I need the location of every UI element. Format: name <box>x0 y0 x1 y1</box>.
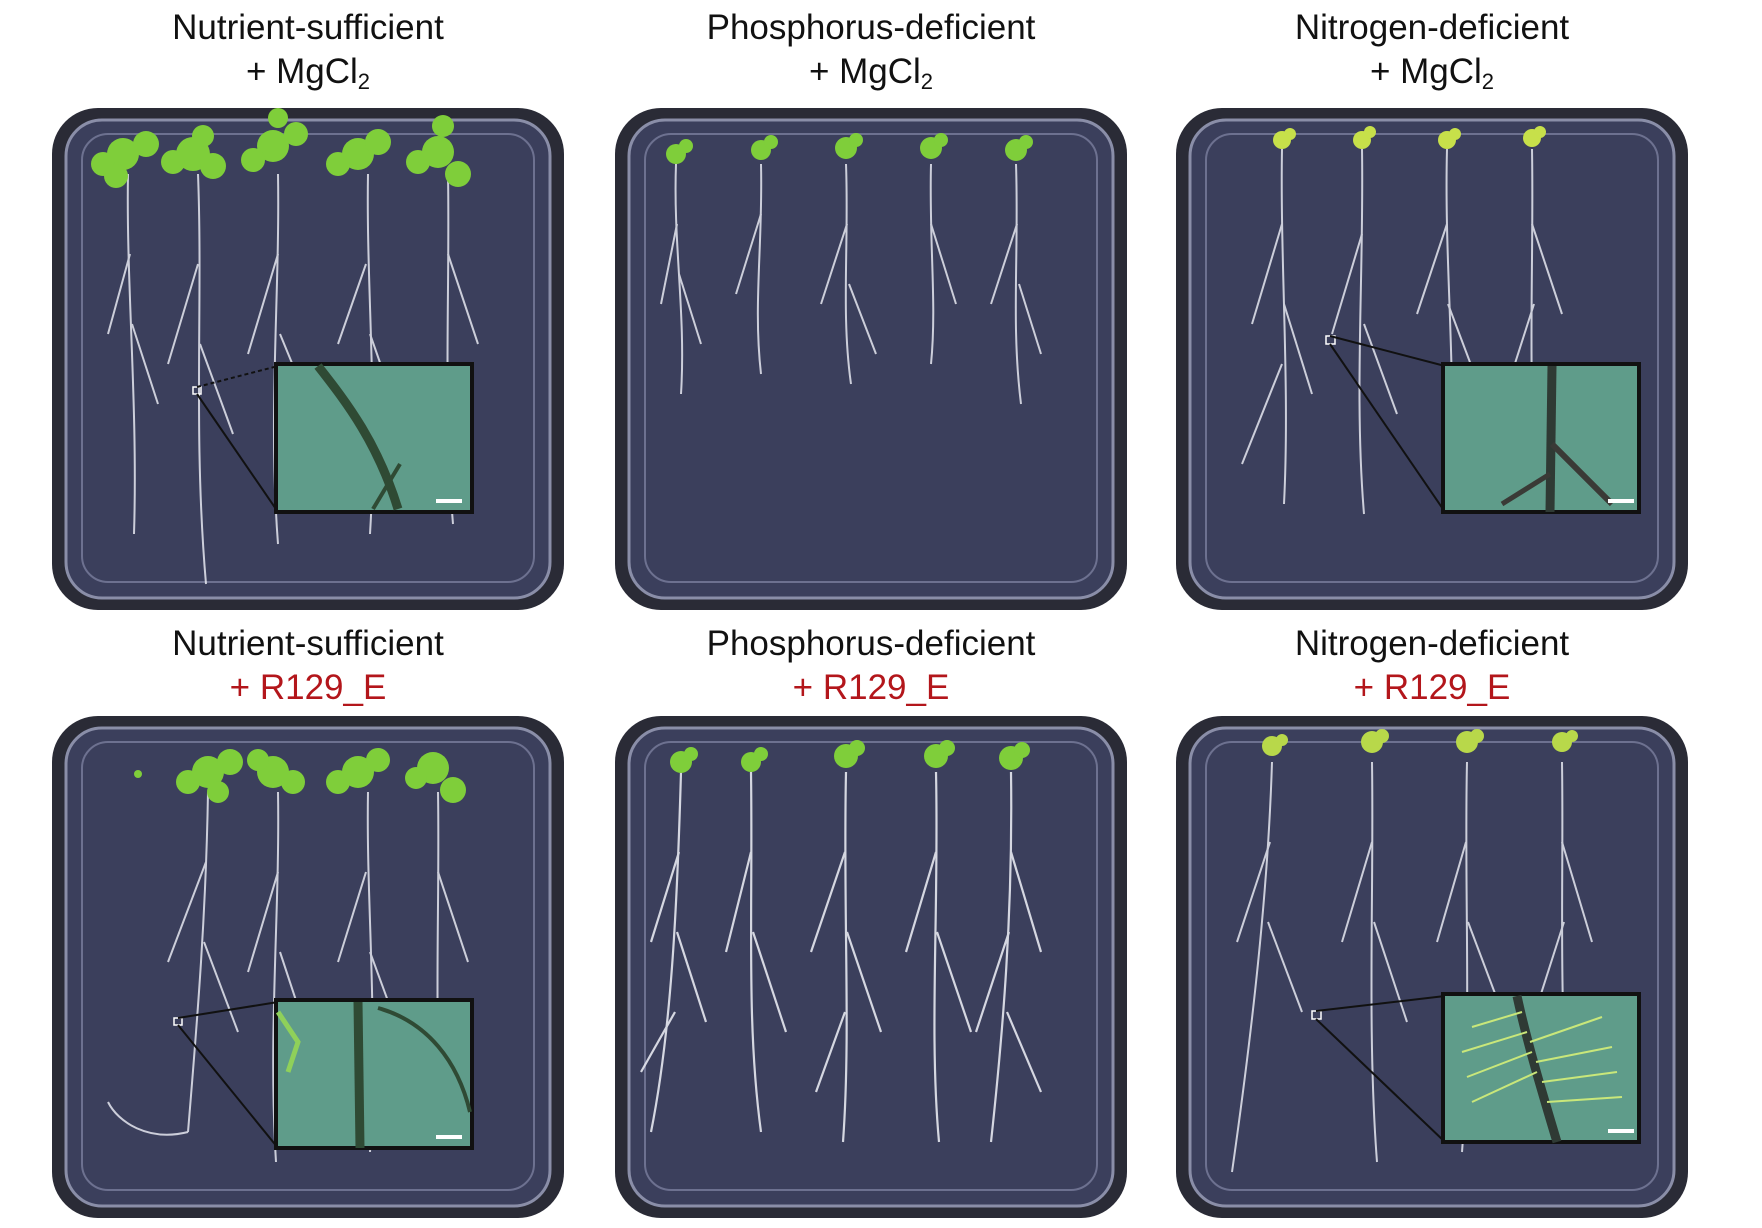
treatment-label: + MgCl2 <box>808 52 934 94</box>
treatment-label: + R129_E <box>1353 668 1511 707</box>
rosette-leaves <box>1273 126 1546 149</box>
scale-bar <box>1608 499 1634 503</box>
agar-plate-photo <box>1176 716 1688 1218</box>
rosette-leaves <box>666 133 1033 164</box>
treatment-label: + R129_E <box>792 668 950 707</box>
microscopy-inset <box>1441 992 1641 1144</box>
scale-bar <box>436 499 462 503</box>
agar-plate-photo <box>52 716 564 1218</box>
panel-phosphorus-deficient-r129e: Phosphorus-deficient + R129_E <box>611 620 1131 1228</box>
panel-nutrient-sufficient-mgcl2: Nutrient-sufficient + MgCl2 <box>48 0 568 620</box>
root-system <box>640 771 1043 1143</box>
scale-bar <box>1608 1129 1634 1133</box>
agar-plate-photo <box>1176 108 1688 610</box>
treatment-label: + R129_E <box>229 668 387 707</box>
agar-plate-photo <box>615 716 1127 1218</box>
panel-nutrient-sufficient-r129e: Nutrient-sufficient + R129_E <box>48 620 568 1228</box>
treatment-label: + MgCl2 <box>1369 52 1495 94</box>
condition-label: Nitrogen-deficient <box>1294 624 1570 663</box>
condition-label: Nitrogen-deficient <box>1294 8 1570 47</box>
treatment-label: + MgCl2 <box>245 52 371 94</box>
rosette-leaves <box>91 108 471 188</box>
agar-plate-photo <box>615 108 1127 610</box>
panel-nitrogen-deficient-r129e: Nitrogen-deficient + R129_E <box>1172 620 1692 1228</box>
microscopy-inset <box>274 998 474 1150</box>
panel-caption: Nitrogen-deficient + MgCl2 <box>1172 6 1692 94</box>
panel-phosphorus-deficient-mgcl2: Phosphorus-deficient + MgCl2 <box>611 0 1131 620</box>
panel-caption: Nitrogen-deficient + R129_E <box>1172 622 1692 710</box>
rosette-leaves <box>670 740 1030 773</box>
microscopy-inset <box>1441 362 1641 514</box>
panel-caption: Phosphorus-deficient + R129_E <box>611 622 1131 710</box>
condition-label: Phosphorus-deficient <box>706 8 1036 47</box>
condition-label: Nutrient-sufficient <box>172 8 444 47</box>
agar-plate-photo <box>52 108 564 610</box>
panel-caption: Nutrient-sufficient + R129_E <box>48 622 568 710</box>
condition-label: Nutrient-sufficient <box>172 624 444 663</box>
condition-label: Phosphorus-deficient <box>706 624 1036 663</box>
rosette-leaves <box>1262 729 1578 756</box>
scale-bar <box>436 1135 462 1139</box>
panel-nitrogen-deficient-mgcl2: Nitrogen-deficient + MgCl2 <box>1172 0 1692 620</box>
panel-caption: Phosphorus-deficient + MgCl2 <box>611 6 1131 94</box>
microscopy-inset <box>274 362 474 514</box>
rosette-leaves <box>134 748 466 803</box>
root-system <box>660 163 1042 405</box>
panel-caption: Nutrient-sufficient + MgCl2 <box>48 6 568 94</box>
